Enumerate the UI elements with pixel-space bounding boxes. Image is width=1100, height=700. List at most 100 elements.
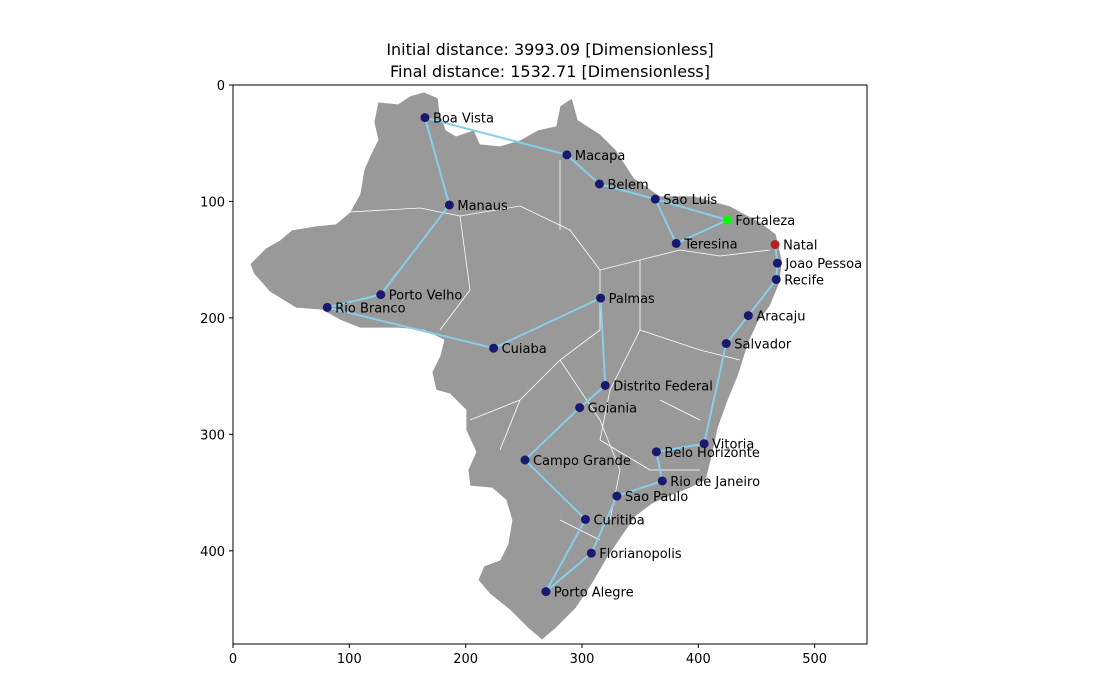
city-point-sao-luis (650, 194, 660, 204)
city-point-rio-de-janeiro (657, 476, 667, 486)
route-segment-boa-vista-to-manaus (423, 117, 451, 206)
city-point-campo-grande (520, 455, 530, 465)
route-segment-macapa-to-boa-vista (424, 116, 568, 156)
route-segment-belem-to-macapa (566, 154, 601, 185)
brazil-map-shape (249, 91, 783, 641)
city-point-boa-vista (420, 113, 430, 123)
city-label-belo-horizonte: Belo Horizonte (664, 446, 759, 461)
city-label-florianopolis: Florianopolis (599, 547, 682, 562)
y-tick-label: 400 (200, 545, 225, 560)
x-tick-label: 100 (337, 652, 362, 667)
city-point-curitiba (580, 514, 590, 524)
city-labels: Boa Vista Macapa Belem Sao Luis Manaus Fortal… (335, 112, 862, 601)
city-point-belem (594, 179, 604, 189)
route-lines (326, 116, 779, 593)
route-segment-fortaleza-to-sao-luis (654, 198, 728, 222)
city-label-campo-grande: Campo Grande (533, 454, 631, 469)
route-segment-aracaju-to-recife (747, 278, 778, 317)
city-label-rio-branco: Rio Branco (335, 301, 405, 316)
city-label-natal: Natal (783, 239, 817, 254)
x-tick-label: 0 (229, 652, 237, 667)
city-point-florianopolis (586, 548, 596, 558)
x-tick-label: 300 (570, 652, 595, 667)
city-label-rio-de-janeiro: Rio de Janeiro (670, 475, 760, 490)
x-tick-label: 500 (802, 652, 827, 667)
y-tick-label: 200 (200, 312, 225, 327)
city-label-distrito-federal: Distrito Federal (613, 379, 713, 394)
city-point-recife (771, 274, 781, 284)
city-label-macapa: Macapa (575, 149, 626, 164)
route-segment-campo-grande-to-curitiba (524, 459, 587, 521)
route-segment-porto-velho-to-rio-branco (326, 293, 381, 309)
city-label-goiania: Goiania (588, 402, 637, 417)
city-label-fortaleza: Fortaleza (735, 214, 795, 229)
y-tick-label: 100 (200, 195, 225, 210)
city-point-salvador (721, 339, 731, 349)
city-label-palmas: Palmas (609, 292, 655, 307)
city-point-porto-alegre (541, 587, 551, 597)
city-point-rio-branco (322, 302, 332, 312)
route-segment-teresina-to-fortaleza (675, 219, 728, 245)
city-label-boa-vista: Boa Vista (433, 112, 494, 127)
city-point-cuiaba (489, 343, 499, 353)
city-label-recife: Recife (784, 273, 824, 288)
city-point-natal (770, 240, 780, 250)
route-segment-belo-horizonte-to-vitoria (656, 442, 705, 453)
city-point-sao-paulo (612, 491, 622, 501)
y-tick-label: 300 (200, 428, 225, 443)
city-label-sao-luis: Sao Luis (663, 193, 717, 208)
city-point-vitoria (699, 439, 709, 449)
city-label-cuiaba: Cuiaba (502, 342, 547, 357)
route-segment-sao-luis-to-belem (599, 183, 656, 201)
route-segment-goiania-to-campo-grande (524, 406, 581, 461)
city-point-porto-velho (376, 290, 386, 300)
route-segment-porto-alegre-to-florianopolis (545, 552, 592, 593)
x-tick-label: 200 (453, 652, 478, 667)
city-point-manaus (444, 200, 454, 210)
y-tick-label: 0 (217, 79, 225, 94)
route-segment-rio-branco-to-cuiaba (326, 306, 494, 350)
city-label-sao-paulo: Sao Paulo (625, 490, 688, 505)
route-segment-teresina-to-sao-luis (654, 198, 678, 244)
city-points (322, 113, 782, 597)
city-point-teresina (671, 238, 681, 248)
city-label-salvador: Salvador (734, 338, 792, 353)
city-point-belo-horizonte (651, 447, 661, 457)
route-segment-sao-paulo-to-rio-de-janeiro (616, 480, 663, 498)
x-axis: 0 100 200 300 400 500 (229, 644, 827, 667)
city-label-vitoria: Vitoria (712, 438, 754, 453)
city-point-palmas (596, 293, 606, 303)
city-label-belem: Belem (607, 178, 648, 193)
route-segment-palmas-to-distrito-federal (599, 298, 607, 386)
brazil-state-borders (349, 160, 771, 541)
route-segment-manaus-to-porto-velho (379, 204, 451, 296)
city-label-porto-velho: Porto Velho (389, 289, 463, 304)
route-segment-cuiaba-to-palmas (493, 297, 602, 350)
chart-title-line-2: Final distance: 1532.71 [Dimensionless] (390, 62, 710, 81)
route-segment-distrito-federal-to-goiania (579, 384, 606, 409)
city-label-teresina: Teresina (683, 237, 737, 252)
city-label-curitiba: Curitiba (593, 513, 644, 528)
y-axis: 0 100 200 300 400 (200, 79, 233, 560)
route-segment-vitoria-to-salvador (703, 343, 728, 444)
chart-title-line-1: Initial distance: 3993.09 [Dimensionless… (386, 40, 714, 59)
city-point-fortaleza (722, 215, 732, 225)
x-tick-label: 400 (686, 652, 711, 667)
city-label-aracaju: Aracaju (756, 310, 805, 325)
city-label-joao-pessoa: Joao Pessoa (784, 257, 862, 272)
route-segment-rio-de-janeiro-to-belo-horizonte (655, 451, 664, 482)
city-label-manaus: Manaus (457, 199, 508, 214)
route-segment-curitiba-to-porto-alegre (545, 518, 587, 593)
city-point-joao-pessoa (772, 258, 782, 268)
city-label-porto-alegre: Porto Alegre (554, 586, 634, 601)
route-segment-florianopolis-to-sao-paulo (590, 495, 618, 554)
brazil-map (249, 91, 783, 641)
route-segment-salvador-to-aracaju (725, 314, 750, 345)
city-point-macapa (562, 150, 572, 160)
city-point-goiania (575, 403, 585, 413)
axes-frame (232, 84, 868, 645)
city-point-distrito-federal (600, 380, 610, 390)
city-point-aracaju (743, 311, 753, 321)
